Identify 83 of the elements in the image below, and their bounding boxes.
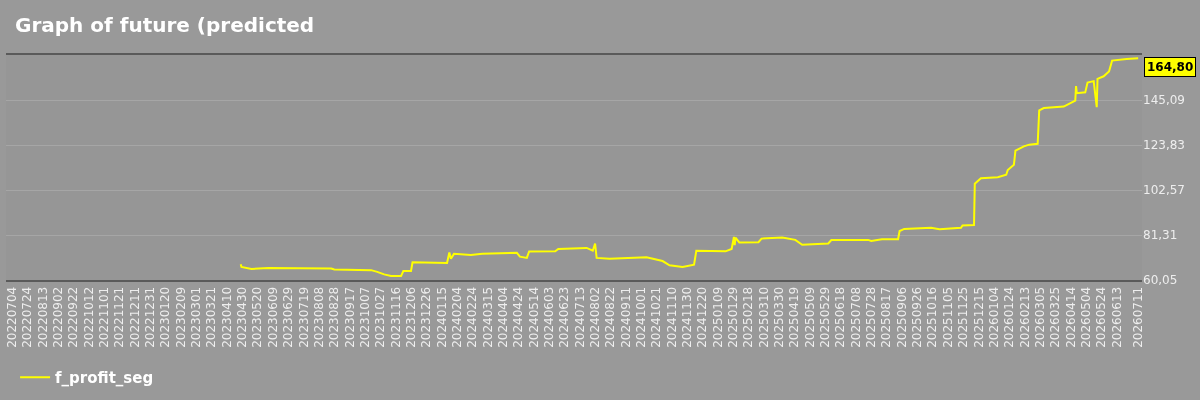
x-tick-label: 20260104 (986, 286, 1001, 348)
x-tick-label: 20240822 (603, 286, 618, 348)
y-tick-label: 102,57 (1143, 183, 1185, 198)
x-tick-label: 20221231 (143, 286, 158, 348)
x-tick-label: 20230209 (173, 286, 188, 348)
y-tick-label: 81,31 (1143, 228, 1178, 243)
x-tick-label: 20231116 (388, 286, 403, 348)
x-tick-label: 20240623 (557, 286, 572, 348)
x-tick-label: 20230430 (235, 286, 250, 348)
x-tick-label: 20240404 (495, 286, 510, 348)
x-tick-label: 20240603 (541, 286, 556, 348)
x-tick-label: 20220922 (66, 286, 81, 348)
x-tick-label: 20250906 (894, 286, 909, 348)
x-tick-label: 20260524 (1094, 286, 1109, 348)
x-tick-label: 20251125 (956, 286, 971, 348)
x-tick-label: 20260504 (1078, 286, 1093, 348)
y-tick-label: 145,09 (1143, 93, 1185, 108)
x-tick-label: 20230719 (296, 286, 311, 348)
x-tick-label: 20251215 (971, 286, 986, 348)
x-tick-label: 20231007 (357, 286, 372, 348)
x-tick-label: 20251105 (940, 286, 955, 348)
x-tick-label: 20230917 (342, 286, 357, 348)
x-tick-label: 20260124 (1002, 286, 1017, 348)
x-tick-label: 20250109 (710, 286, 725, 348)
x-tick-label: 20221211 (127, 286, 142, 348)
x-tick-label: 20260213 (1017, 286, 1032, 348)
legend-label: f_profit_seg (55, 369, 154, 388)
x-tick-label: 20230808 (311, 286, 326, 348)
x-tick-label: 20240802 (587, 286, 602, 348)
x-tick-label: 20230301 (189, 286, 204, 348)
x-tick-label: 20241001 (634, 286, 649, 348)
x-tick-label: 20250728 (864, 286, 879, 348)
x-tick-label: 20250618 (833, 286, 848, 348)
x-tick-label: 20230321 (204, 286, 219, 348)
x-tick-label: 20230828 (327, 286, 342, 348)
x-tick-label: 20240911 (618, 286, 633, 348)
y-tick-label: 60,05 (1143, 273, 1178, 288)
x-tick-label: 20250509 (802, 286, 817, 348)
x-tick-label: 20240713 (572, 286, 587, 348)
x-tick-label: 20250218 (741, 286, 756, 348)
x-tick-label: 20241130 (680, 286, 695, 348)
annotation: 164,80 (1147, 60, 1194, 74)
x-tick-label: 20241220 (695, 286, 710, 348)
x-tick-label: 20251016 (925, 286, 940, 348)
x-tick-label: 20250529 (818, 286, 833, 348)
x-tick-label: 20260325 (1048, 286, 1063, 348)
x-tick-label: 20241021 (649, 286, 664, 348)
x-tick-label: 20231027 (373, 286, 388, 348)
x-tick-label: 20240204 (449, 286, 464, 348)
x-tick-label: 20220813 (35, 286, 50, 348)
x-tick-label: 20250708 (848, 286, 863, 348)
x-tick-label: 20240115 (434, 286, 449, 348)
x-tick-label: 20250330 (772, 286, 787, 348)
x-tick-label: 20260711 (1131, 286, 1146, 348)
chart-title: Graph of future (predicted (15, 13, 315, 37)
x-tick-label: 20230520 (250, 286, 265, 348)
x-tick-label: 20240424 (511, 286, 526, 348)
x-tick-label: 20231226 (419, 286, 434, 348)
x-tick-label: 20221101 (97, 286, 112, 348)
x-tick-label: 20231206 (403, 286, 418, 348)
x-tick-label: 20230629 (281, 286, 296, 348)
x-tick-label: 20241110 (664, 286, 679, 348)
x-tick-label: 20260414 (1063, 286, 1078, 348)
x-tick-label: 20250926 (910, 286, 925, 348)
x-tick-label: 20250419 (787, 286, 802, 348)
x-tick-label: 20260305 (1032, 286, 1047, 348)
x-tick-label: 20220724 (20, 286, 35, 348)
x-tick-label: 20240514 (526, 286, 541, 348)
x-tick-label: 20240315 (480, 286, 495, 348)
x-tick-label: 20260613 (1109, 286, 1124, 348)
x-tick-label: 20250817 (879, 286, 894, 348)
line-series (239, 57, 1140, 278)
x-tick-label: 20220704 (5, 286, 20, 348)
x-tick-label: 20250129 (726, 286, 741, 348)
y-tick-label: 123,83 (1143, 138, 1185, 153)
x-tick-label: 20230120 (158, 286, 173, 348)
x-tick-label: 20221121 (112, 286, 127, 348)
x-tick-label: 20230609 (265, 286, 280, 348)
x-tick-label: 20230410 (219, 286, 234, 348)
x-tick-label: 20221012 (81, 286, 96, 348)
x-tick-label: 20240224 (465, 286, 480, 348)
x-tick-label: 20220902 (51, 286, 66, 348)
x-tick-label: 20250310 (756, 286, 771, 348)
